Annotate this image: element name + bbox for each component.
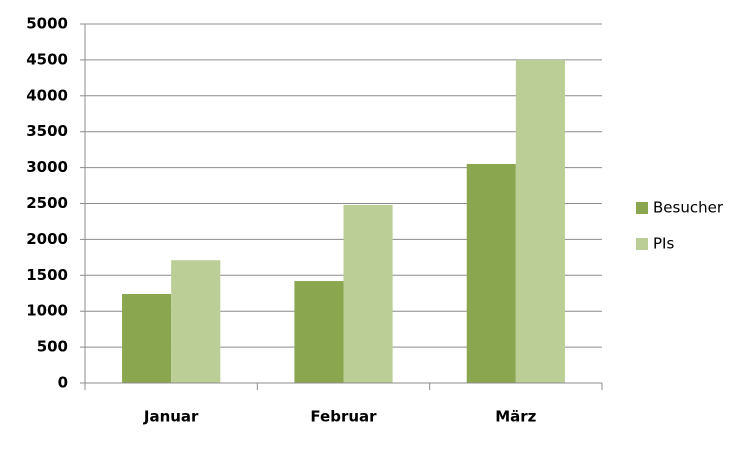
bar xyxy=(466,164,516,383)
y-tick-label: 4000 xyxy=(26,86,68,104)
x-tick-label: März xyxy=(495,408,536,426)
legend-swatch xyxy=(636,202,648,214)
bar xyxy=(294,281,344,383)
bar xyxy=(343,204,393,383)
x-tick-label: Februar xyxy=(310,408,377,426)
y-tick-label: 5000 xyxy=(26,15,68,33)
y-tick-label: 500 xyxy=(37,338,68,356)
legend-swatch xyxy=(636,238,648,250)
bar xyxy=(515,59,565,384)
x-tick-label: Januar xyxy=(143,408,199,426)
y-tick-label: 2500 xyxy=(26,194,68,212)
y-tick-label: 1500 xyxy=(26,266,68,284)
y-tick-label: 1000 xyxy=(26,302,68,320)
legend-label: PIs xyxy=(653,235,674,253)
y-tick-label: 0 xyxy=(58,374,68,392)
y-tick-label: 3000 xyxy=(26,158,68,176)
y-tick-label: 2000 xyxy=(26,230,68,248)
y-tick-label: 3500 xyxy=(26,122,68,140)
bar xyxy=(171,260,221,383)
y-tick-label: 4500 xyxy=(26,50,68,68)
legend-label: Besucher xyxy=(653,199,724,217)
bar xyxy=(122,293,172,383)
